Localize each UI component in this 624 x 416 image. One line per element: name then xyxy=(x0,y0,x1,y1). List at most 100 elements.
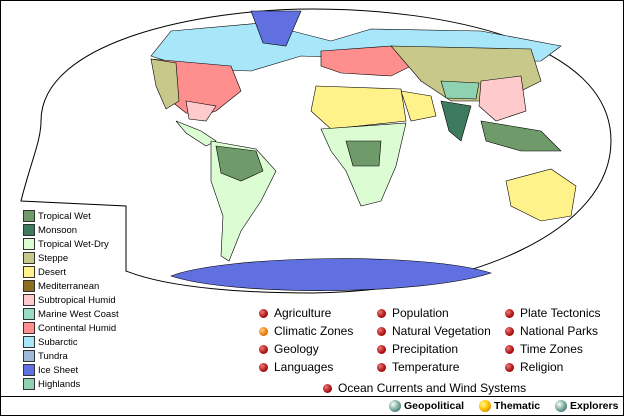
bullet-icon xyxy=(377,326,386,336)
geopolitical-link[interactable]: Geopolitical xyxy=(389,400,464,412)
legend-label: Marine West Coast xyxy=(38,308,119,320)
topic-link[interactable]: Geology xyxy=(259,342,319,356)
region-na-southeast xyxy=(185,100,217,122)
bullet-icon xyxy=(377,308,386,318)
legend-item: Tropical Wet-Dry xyxy=(23,237,119,251)
legend-swatch xyxy=(23,266,35,278)
bullet-icon xyxy=(377,344,386,354)
bullet-icon xyxy=(323,383,332,393)
region-greenland xyxy=(250,10,302,47)
topic-link[interactable]: National Parks xyxy=(505,324,598,338)
globe-icon xyxy=(479,400,491,412)
topic-link[interactable]: Natural Vegetation xyxy=(377,324,491,338)
legend-item: Monsoon xyxy=(23,223,119,237)
globe-icon xyxy=(555,400,567,412)
legend-item: Highlands xyxy=(23,377,119,391)
topic-label: Religion xyxy=(520,360,564,374)
legend-swatch xyxy=(23,238,35,250)
region-china xyxy=(478,75,527,122)
climate-legend: Tropical Wet Monsoon Tropical Wet-Dry Stepp… xyxy=(23,209,119,391)
topic-link[interactable]: Languages xyxy=(259,360,333,374)
globe-icon xyxy=(389,400,401,412)
legend-label: Tropical Wet-Dry xyxy=(38,238,109,250)
topic-label: Climatic Zones xyxy=(274,324,354,338)
legend-label: Ice Sheet xyxy=(38,364,79,376)
bullet-icon xyxy=(377,362,386,372)
legend-item: Tundra xyxy=(23,349,119,363)
legend-item: Mediterranean xyxy=(23,279,119,293)
explorers-link[interactable]: Explorers xyxy=(555,400,618,412)
legend-label: Monsoon xyxy=(38,224,78,236)
legend-swatch xyxy=(23,336,35,348)
topic-label: Geology xyxy=(274,342,319,356)
region-na-west xyxy=(150,58,180,110)
legend-swatch xyxy=(23,350,35,362)
region-sahara xyxy=(310,85,407,130)
thematic-link[interactable]: Thematic xyxy=(479,400,540,412)
topic-link[interactable]: Climatic Zones xyxy=(259,324,353,338)
footer-nav: Geopolitical Thematic Explorers xyxy=(1,396,623,415)
legend-swatch xyxy=(23,378,35,390)
thematic-label: Thematic xyxy=(494,400,541,412)
topic-label: Population xyxy=(392,306,449,320)
legend-swatch xyxy=(23,224,35,236)
legend-label: Tropical Wet xyxy=(38,210,91,222)
legend-item: Marine West Coast xyxy=(23,307,119,321)
topic-label: Ocean Currents and Wind Systems xyxy=(338,381,527,395)
legend-swatch xyxy=(23,252,35,264)
bullet-icon xyxy=(505,344,514,354)
topic-link[interactable]: Plate Tectonics xyxy=(505,306,601,320)
topic-link[interactable]: Precipitation xyxy=(377,342,458,356)
topic-label: Languages xyxy=(274,360,334,374)
legend-swatch xyxy=(23,294,35,306)
topic-link[interactable]: Religion xyxy=(505,360,563,374)
topic-label: Time Zones xyxy=(520,342,583,356)
legend-item: Subtropical Humid xyxy=(23,293,119,307)
legend-item: Subarctic xyxy=(23,335,119,349)
legend-item: Steppe xyxy=(23,251,119,265)
topic-label: Plate Tectonics xyxy=(520,306,601,320)
legend-label: Desert xyxy=(38,266,66,278)
legend-label: Continental Humid xyxy=(38,322,117,334)
bullet-icon xyxy=(259,362,268,372)
geopolitical-label: Geopolitical xyxy=(404,400,465,412)
world-climate-map xyxy=(20,8,612,294)
topic-link[interactable]: Temperature xyxy=(377,360,459,374)
topic-label: Temperature xyxy=(392,360,460,374)
legend-label: Tundra xyxy=(38,350,68,362)
legend-label: Highlands xyxy=(38,378,81,390)
bullet-icon xyxy=(505,308,514,318)
explorers-label: Explorers xyxy=(570,400,619,412)
region-australia xyxy=(505,168,577,222)
region-amazon xyxy=(215,145,264,182)
legend-label: Mediterranean xyxy=(38,280,100,292)
legend-swatch xyxy=(23,322,35,334)
topic-label: Natural Vegetation xyxy=(392,324,491,338)
bullet-icon xyxy=(259,308,268,318)
region-congo xyxy=(345,140,382,167)
legend-swatch xyxy=(23,280,35,292)
region-arabia xyxy=(400,90,437,122)
legend-item: Desert xyxy=(23,265,119,279)
topic-label: National Parks xyxy=(520,324,599,338)
bullet-icon xyxy=(259,326,268,336)
legend-item: Continental Humid xyxy=(23,321,119,335)
topic-link[interactable]: Time Zones xyxy=(505,342,583,356)
bullet-icon xyxy=(505,362,514,372)
legend-label: Subarctic xyxy=(38,336,78,348)
legend-item: Ice Sheet xyxy=(23,363,119,377)
topic-label: Agriculture xyxy=(274,306,332,320)
topic-link[interactable]: Agriculture xyxy=(259,306,331,320)
bullet-icon xyxy=(505,326,514,336)
legend-label: Subtropical Humid xyxy=(38,294,116,306)
region-india xyxy=(440,100,472,142)
legend-swatch xyxy=(23,308,35,320)
legend-label: Steppe xyxy=(38,252,69,264)
topic-link[interactable]: Ocean Currents and Wind Systems xyxy=(323,381,526,395)
legend-swatch xyxy=(23,364,35,376)
legend-swatch xyxy=(23,210,35,222)
legend-item: Tropical Wet xyxy=(23,209,119,223)
bullet-icon xyxy=(259,344,268,354)
topic-link[interactable]: Population xyxy=(377,306,449,320)
topic-label: Precipitation xyxy=(392,342,459,356)
